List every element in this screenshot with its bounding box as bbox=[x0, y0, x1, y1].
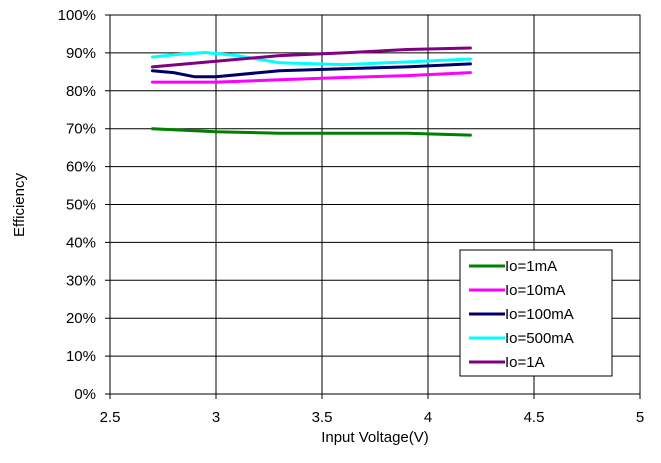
series-lines bbox=[150, 46, 472, 137]
y-tick-label: 100% bbox=[58, 7, 96, 24]
y-tick-label: 20% bbox=[66, 310, 96, 327]
x-tick-labels: 2.5 3 3.5 4 4.5 5 bbox=[100, 409, 645, 426]
x-tick-label: 4.5 bbox=[524, 409, 545, 426]
legend-label: Io=1mA bbox=[505, 258, 557, 275]
y-tick-label: 60% bbox=[66, 159, 96, 176]
x-tick-label: 5 bbox=[636, 409, 644, 426]
series-line-3 bbox=[150, 51, 472, 67]
series-line-0 bbox=[150, 127, 472, 137]
x-tick-label: 4 bbox=[424, 409, 432, 426]
x-tick-label: 3.5 bbox=[312, 409, 333, 426]
legend-label: Io=10mA bbox=[505, 282, 565, 299]
y-tick-label: 0% bbox=[74, 386, 96, 403]
legend-label: Io=500mA bbox=[505, 330, 574, 347]
y-tick-label: 70% bbox=[66, 121, 96, 138]
y-tick-label: 90% bbox=[66, 45, 96, 62]
x-tick-label: 3 bbox=[212, 409, 220, 426]
legend: Io=1mA Io=10mA Io=100mA Io=500mA Io=1A bbox=[459, 249, 613, 377]
y-tick-labels: 0% 10% 20% 30% 40% 50% 60% 70% 80% 90% 100% bbox=[58, 7, 96, 403]
y-axis-title: Efficiency bbox=[11, 173, 28, 237]
y-tick-label: 40% bbox=[66, 234, 96, 251]
x-axis-title: Input Voltage(V) bbox=[321, 429, 429, 446]
series-line-2 bbox=[150, 62, 472, 79]
legend-label: Io=1A bbox=[505, 354, 545, 371]
y-tick-label: 30% bbox=[66, 272, 96, 289]
y-tick-label: 50% bbox=[66, 197, 96, 214]
series-line-1 bbox=[150, 71, 472, 84]
y-tick-label: 80% bbox=[66, 83, 96, 100]
plot-frame bbox=[109, 14, 641, 395]
legend-label: Io=100mA bbox=[505, 306, 574, 323]
y-tick-label: 10% bbox=[66, 348, 96, 365]
series-line-4 bbox=[150, 46, 472, 69]
x-tick-label: 2.5 bbox=[100, 409, 121, 426]
